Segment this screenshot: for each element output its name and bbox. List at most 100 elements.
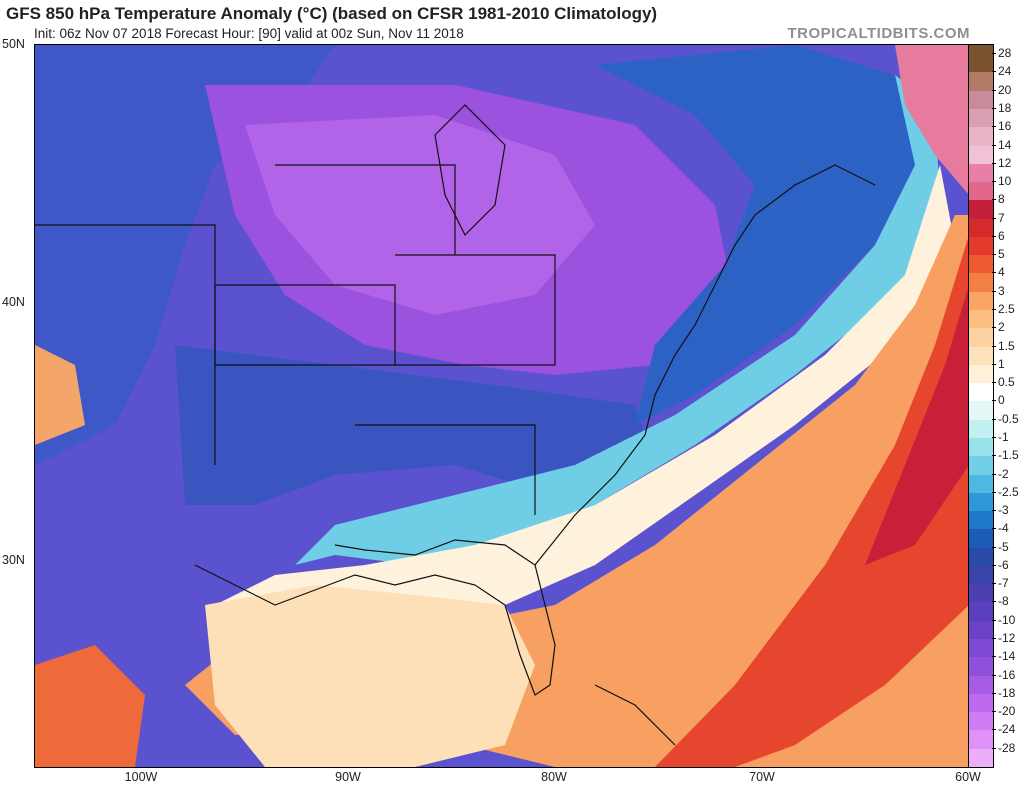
- colorbar-tick: [992, 71, 996, 73]
- gulf-coastline: [194, 539, 556, 696]
- atlantic-coastline: [534, 164, 876, 566]
- state-border-block-e: [355, 424, 536, 515]
- colorbar-tick: [992, 382, 996, 384]
- colorbar-swatch: [969, 584, 993, 603]
- colorbar-level-label: -7: [998, 576, 1009, 591]
- colorbar-tick: [992, 181, 996, 183]
- colorbar-swatch: [969, 236, 993, 256]
- colorbar-swatch: [969, 218, 993, 238]
- colorbar-level-label: -14: [998, 649, 1016, 664]
- colorbar-level-label: 1: [998, 356, 1005, 371]
- caribbean-islands-outline: [594, 684, 676, 746]
- colorbar-tick: [992, 272, 996, 274]
- colorbar-swatch: [969, 474, 993, 494]
- colorbar-swatch: [969, 712, 993, 731]
- colorbar-swatch: [969, 145, 993, 165]
- latitude-label-40n: 40N: [2, 295, 25, 309]
- colorbar-swatch: [969, 657, 993, 677]
- colorbar-level-label: -2: [998, 466, 1009, 481]
- colorbar-tick: [992, 473, 996, 475]
- colorbar-swatch: [969, 90, 993, 110]
- cold-region-west: [35, 45, 335, 465]
- colorbar-level-label: -18: [998, 685, 1016, 700]
- colorbar-swatch: [969, 182, 993, 201]
- great-lakes-outline: [434, 104, 506, 237]
- colorbar-tick: [992, 107, 996, 109]
- state-border-block-b: [395, 254, 556, 366]
- colorbar-tick: [992, 455, 996, 457]
- colorbar-tick: [992, 692, 996, 694]
- warm-core-red: [655, 235, 969, 767]
- colorbar-level-label: 7: [998, 210, 1005, 225]
- colorbar-tick: [992, 162, 996, 164]
- colorbar-tick: [992, 418, 996, 420]
- colorbar-tick: [992, 89, 996, 91]
- colorbar-swatch: [969, 364, 993, 384]
- colorbar-swatch: [969, 310, 993, 329]
- colorbar-level-label: 10: [998, 174, 1012, 189]
- colorbar-tick: [992, 729, 996, 731]
- longitude-label-100w: 100W: [124, 770, 158, 784]
- cold-band-atlantic: [595, 45, 915, 425]
- colorbar-level-label: 3: [998, 283, 1005, 298]
- colorbar-tick: [992, 53, 996, 55]
- colorbar-swatch: [969, 620, 993, 640]
- colorbar-level-label: 28: [998, 46, 1012, 61]
- colorbar-tick: [992, 327, 996, 329]
- colorbar-swatch: [969, 693, 993, 713]
- southwest-warm-pocket: [35, 345, 85, 445]
- colorbar-tick: [992, 345, 996, 347]
- colorbar-swatch: [969, 383, 993, 402]
- warm-core-darkred: [865, 285, 969, 565]
- colorbar-tick: [992, 436, 996, 438]
- warm-band-orange: [185, 215, 969, 767]
- colorbar-tick: [992, 400, 996, 402]
- longitude-label-70w: 70W: [749, 770, 775, 784]
- colorbar-level-label: -12: [998, 631, 1016, 646]
- colorbar-swatch: [969, 127, 993, 147]
- colorbar-swatch: [969, 346, 993, 366]
- colorbar-tick: [992, 656, 996, 658]
- brand-watermark: TROPICALTIDBITS.COM: [787, 25, 970, 42]
- colorbar-level-label: 0: [998, 393, 1005, 408]
- colorbar-tick: [992, 199, 996, 201]
- colorbar-tick: [992, 528, 996, 530]
- colorbar-swatch: [969, 675, 993, 695]
- colorbar-level-label: -16: [998, 667, 1016, 682]
- colorbar-level-label: 16: [998, 119, 1012, 134]
- colorbar-level-label: -4: [998, 521, 1009, 536]
- colorbar-swatch: [969, 437, 993, 457]
- colorbar-tick: [992, 583, 996, 585]
- colorbar-level-label: 1.5: [998, 338, 1015, 353]
- colorbar-swatch: [969, 730, 993, 750]
- mexico-warm-pocket: [35, 645, 145, 767]
- colorbar-tick: [992, 144, 996, 146]
- colorbar-swatch: [969, 547, 993, 567]
- longitude-label-60w: 60W: [955, 770, 981, 784]
- colorbar-tick: [992, 510, 996, 512]
- forecast-info: Init: 06z Nov 07 2018 Forecast Hour: [90…: [34, 26, 464, 41]
- colorbar-tick: [992, 546, 996, 548]
- colorbar-tick: [992, 126, 996, 128]
- latitude-label-30n: 30N: [2, 553, 25, 567]
- state-border-block-c: [275, 164, 456, 255]
- colorbar-level-label: -0.5: [998, 411, 1019, 426]
- colorbar-swatch: [969, 565, 993, 585]
- colorbar-level-label: -24: [998, 722, 1016, 737]
- colorbar-level-label: -3: [998, 503, 1009, 518]
- colorbar-level-label: -8: [998, 594, 1009, 609]
- colorbar-level-label: 4: [998, 265, 1005, 280]
- colorbar-tick: [992, 747, 996, 749]
- transition-cyan: [295, 75, 940, 565]
- colorbar-level-label: 12: [998, 155, 1012, 170]
- map-title: GFS 850 hPa Temperature Anomaly (°C) (ba…: [6, 4, 658, 23]
- longitude-label-80w: 80W: [541, 770, 567, 784]
- state-border-block-d: [35, 224, 216, 465]
- colorbar-swatch: [969, 200, 993, 220]
- longitude-label-90w: 90W: [335, 770, 361, 784]
- colorbar-swatch: [969, 456, 993, 476]
- colorbar-tick: [992, 619, 996, 621]
- colorbar-level-label: 5: [998, 247, 1005, 262]
- gulf-warm-light: [205, 585, 535, 767]
- colorbar-level-label: 20: [998, 82, 1012, 97]
